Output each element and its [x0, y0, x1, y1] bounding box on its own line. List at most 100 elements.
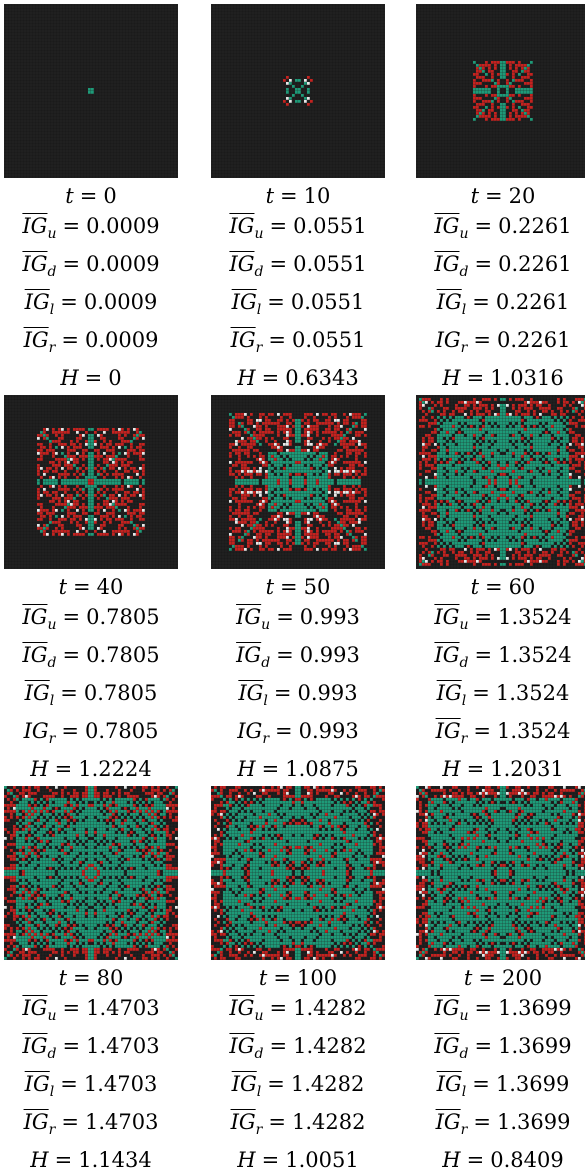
cell: [578, 491, 581, 494]
cell: [437, 551, 440, 554]
cell: [298, 467, 301, 470]
cell: [331, 506, 334, 509]
cell: [343, 473, 346, 476]
cell: [124, 515, 127, 518]
cell: [304, 533, 307, 536]
cell: [61, 807, 64, 810]
cell: [566, 503, 569, 506]
cell: [503, 524, 506, 527]
cell: [521, 530, 524, 533]
cell: [151, 786, 154, 789]
cell: [133, 786, 136, 789]
cell: [455, 515, 458, 518]
cell: [364, 434, 367, 437]
cell: [464, 530, 467, 533]
cell: [515, 434, 518, 437]
cell: [49, 521, 52, 524]
cell: [325, 431, 328, 434]
cell: [328, 479, 331, 482]
cell: [109, 467, 112, 470]
cell: [364, 515, 367, 518]
cell: [115, 506, 118, 509]
cell: [247, 491, 250, 494]
cell: [247, 539, 250, 542]
cell: [352, 461, 355, 464]
cell: [500, 500, 503, 503]
cell: [428, 524, 431, 527]
cell: [536, 485, 539, 488]
cell: [455, 470, 458, 473]
cell: [283, 452, 286, 455]
cell: [488, 109, 491, 112]
cell: [319, 455, 322, 458]
cell: [536, 488, 539, 491]
cell: [521, 536, 524, 539]
cell: [515, 449, 518, 452]
cell: [509, 446, 512, 449]
cell: [289, 452, 292, 455]
cell: [100, 446, 103, 449]
cell: [443, 497, 446, 500]
cell: [473, 470, 476, 473]
cell: [52, 530, 55, 533]
cell: [497, 494, 500, 497]
cell: [298, 497, 301, 500]
cell: [461, 479, 464, 482]
cell: [328, 524, 331, 527]
cell: [94, 449, 97, 452]
cell: [506, 467, 509, 470]
cell: [515, 91, 518, 94]
cell: [307, 485, 310, 488]
cell: [292, 425, 295, 428]
cell: [31, 801, 34, 804]
cell: [325, 542, 328, 545]
cell: [310, 79, 313, 82]
cell: [497, 446, 500, 449]
cell: [431, 431, 434, 434]
cell: [124, 470, 127, 473]
cell: [124, 509, 127, 512]
cell: [37, 473, 40, 476]
cell: [449, 515, 452, 518]
cell: [319, 458, 322, 461]
cell: [503, 551, 506, 554]
cell: [70, 497, 73, 500]
cell: [578, 446, 581, 449]
cell: [554, 446, 557, 449]
cell: [64, 807, 67, 810]
cell: [476, 455, 479, 458]
cell: [515, 479, 518, 482]
cell: [361, 443, 364, 446]
cell: [509, 506, 512, 509]
cell: [548, 416, 551, 419]
cell: [518, 94, 521, 97]
cell: [103, 485, 106, 488]
cell: [506, 437, 509, 440]
cell: [268, 476, 271, 479]
cell: [325, 482, 328, 485]
cell: [518, 91, 521, 94]
cell: [443, 413, 446, 416]
cell: [166, 786, 169, 789]
cell: [238, 515, 241, 518]
cell: [488, 512, 491, 515]
cell: [364, 443, 367, 446]
cell: [295, 467, 298, 470]
cell: [479, 509, 482, 512]
cell: [244, 470, 247, 473]
cell: [154, 789, 157, 792]
cell: [253, 470, 256, 473]
cell: [349, 497, 352, 500]
cell: [515, 419, 518, 422]
cell: [343, 542, 346, 545]
cell: [539, 560, 542, 563]
cell: [352, 422, 355, 425]
cell: [49, 789, 52, 792]
cell: [292, 449, 295, 452]
cell: [244, 482, 247, 485]
cell: [58, 530, 61, 533]
cell: [283, 506, 286, 509]
cell: [527, 518, 530, 521]
cell: [581, 437, 584, 440]
cell: [578, 509, 581, 512]
